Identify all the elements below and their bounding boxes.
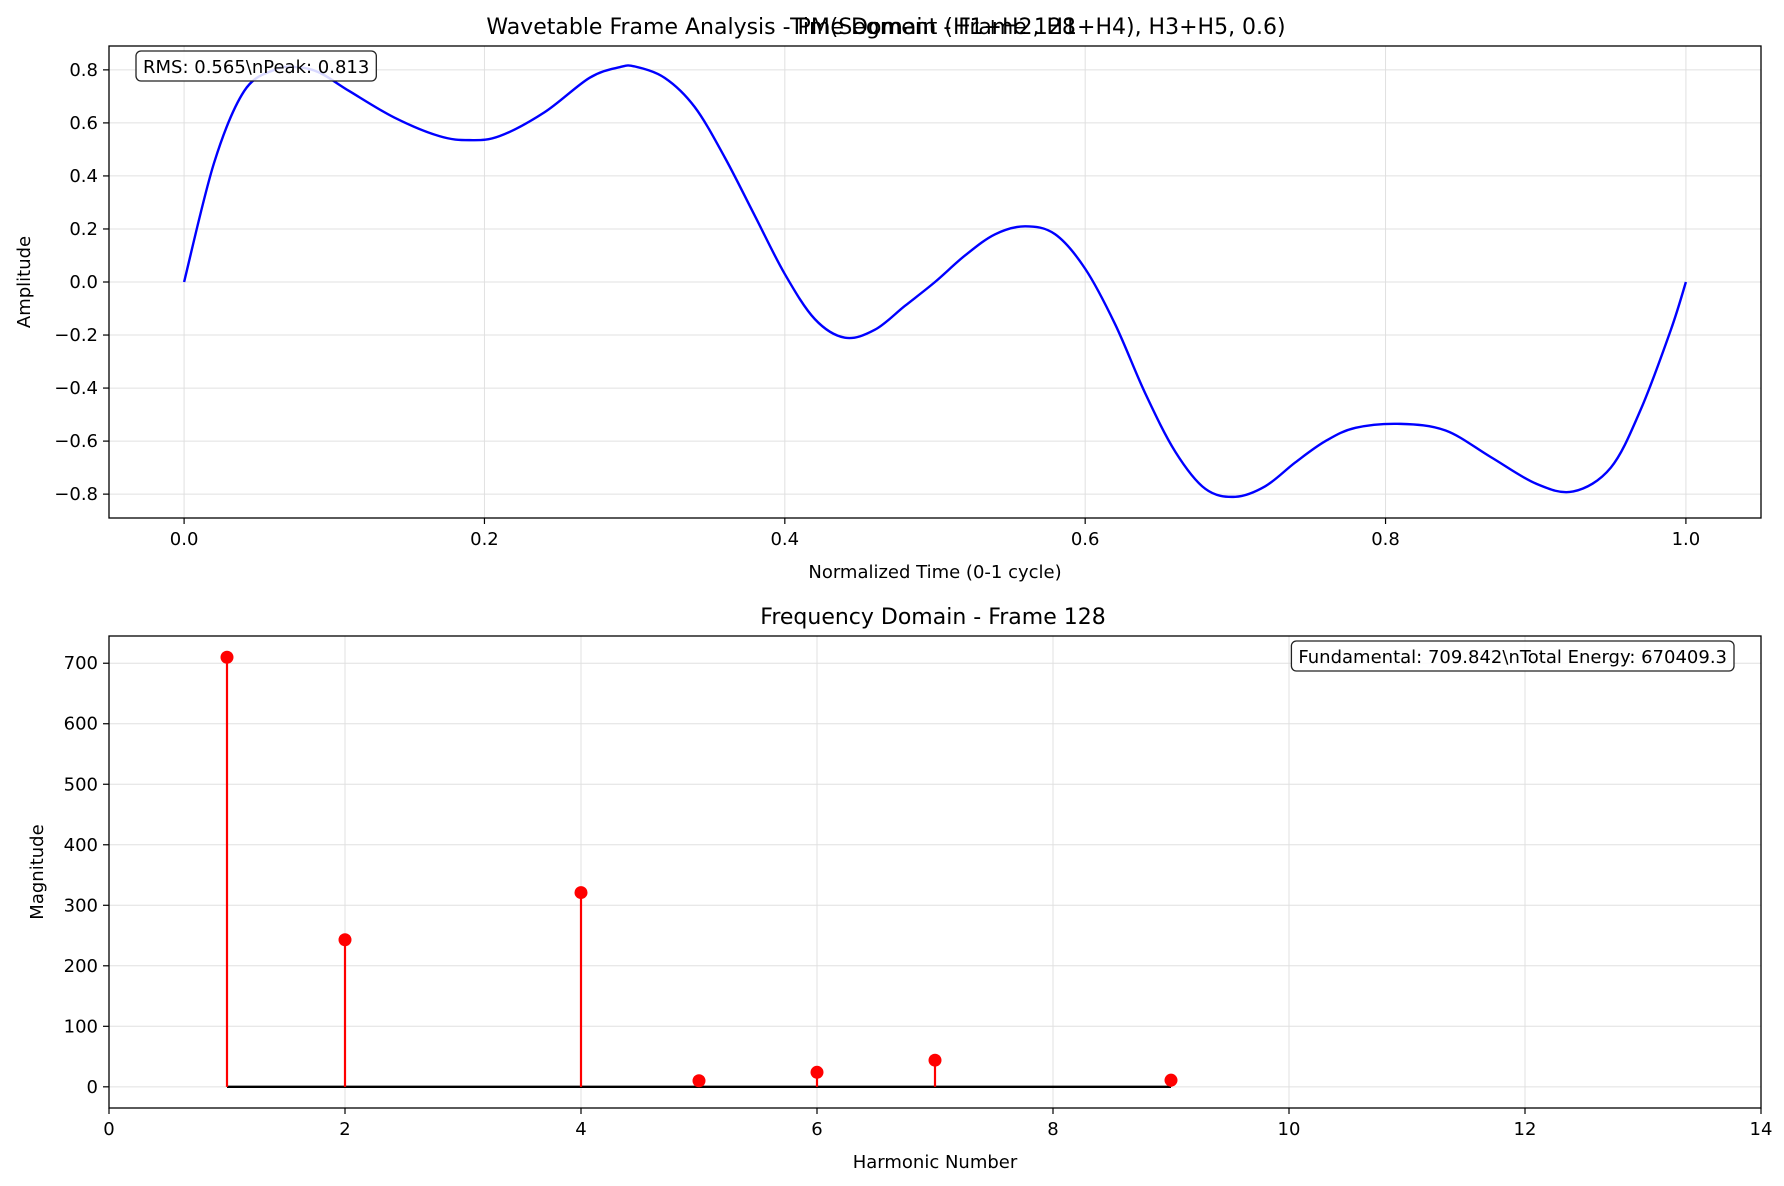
x-tick-label: 10 [1278,1119,1301,1140]
x-tick-label: 14 [1750,1119,1773,1140]
y-tick-label: 0.2 [69,219,98,240]
figure-suptitle: Wavetable Frame Analysis - PM(Segment (H… [486,15,1285,40]
x-tick-label: 8 [1047,1119,1058,1140]
y-tick-label: 200 [64,956,98,977]
x-tick-label: 0 [103,1119,114,1140]
x-tick-label: 0.8 [1371,529,1400,550]
time-domain-title: Time Domain - Frame 128 [789,15,1076,40]
stem-marker [574,886,588,900]
stem-marker [810,1065,824,1079]
x-tick-label: 0.4 [770,529,799,550]
y-tick-label: 600 [64,714,98,735]
y-tick-label: 700 [64,653,98,674]
x-tick-label: 6 [811,1119,822,1140]
y-tick-label: −0.4 [54,378,98,399]
annotation-box [135,50,377,82]
x-tick-label: 1.0 [1672,529,1701,550]
y-tick-label: 500 [64,774,98,795]
y-tick-label: 0.6 [69,113,98,134]
y-tick-label: 0.8 [69,60,98,81]
time-domain-plot: 0.0 0.2 0.4 0.6 0.8 1.0 −0.8 −0.6 −0.4 −0.2 0.0 0.2… [14,45,1762,583]
frequency-domain-plot: 0 2 4 6 8 10 12 14 0 100 200 300 400 500 600 700 Harmoni… [27,635,1773,1173]
annotation-box [1290,640,1735,672]
x-tick-label: 0.2 [470,529,499,550]
x-tick-label: 12 [1514,1119,1537,1140]
stats-annotation: Fundamental: 709.842\nTotal Energy: 6704… [1290,640,1735,672]
stem-marker [338,933,352,947]
stem-marker [692,1074,706,1088]
x-tick-label: 4 [575,1119,586,1140]
annotation-text: RMS: 0.565\nPeak: 0.813 [143,57,369,78]
y-tick-label: 0.4 [69,166,98,187]
stats-annotation: RMS: 0.565\nPeak: 0.813 [135,50,377,82]
y-tick-label: −0.8 [54,484,98,505]
y-axis-label: Magnitude [27,824,48,919]
y-tick-label: −0.6 [54,431,98,452]
x-tick-label: 2 [339,1119,350,1140]
waveform-line [182,64,1688,499]
y-tick-label: −0.2 [54,325,98,346]
x-axis-label: Normalized Time (0-1 cycle) [808,562,1061,583]
x-tick-label: 0.0 [170,529,199,550]
axes-frame [108,635,1762,1109]
y-axis-label: Amplitude [14,236,35,328]
y-tick-label: 0.0 [69,272,98,293]
x-tick-label: 0.6 [1071,529,1100,550]
y-tick-label: 100 [64,1016,98,1037]
y-tick-label: 0 [87,1077,98,1098]
frequency-domain-title: Frequency Domain - Frame 128 [760,605,1105,630]
annotation-text: Fundamental: 709.842\nTotal Energy: 6704… [1298,647,1727,668]
y-tick-label: 400 [64,835,98,856]
stem-marker [220,650,234,664]
stem-marker [1164,1073,1178,1087]
stem-marker [928,1053,942,1067]
x-axis-label: Harmonic Number [853,1152,1018,1173]
y-tick-label: 300 [64,895,98,916]
